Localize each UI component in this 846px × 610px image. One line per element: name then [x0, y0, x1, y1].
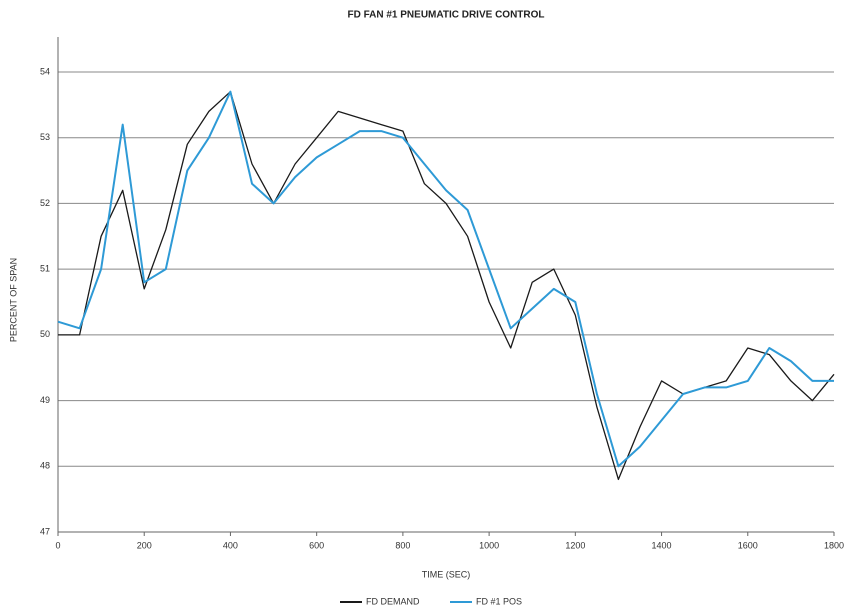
y-tick-label: 52	[40, 198, 50, 208]
y-tick-label: 49	[40, 395, 50, 405]
x-tick-label: 800	[395, 540, 410, 550]
y-tick-label: 48	[40, 461, 50, 471]
data-line	[57, 90, 834, 468]
x-tick-label: 200	[137, 540, 152, 550]
y-tick-label: 51	[40, 264, 50, 274]
x-tick-label: 400	[223, 540, 238, 550]
data-line	[58, 91, 835, 481]
x-tick-label: 600	[309, 540, 324, 550]
x-axis-label: TIME (SEC)	[422, 569, 471, 579]
y-tick-label: 50	[40, 329, 50, 339]
x-tick-label: 1200	[565, 540, 585, 550]
legend-label: FD #1 POS	[476, 596, 522, 606]
y-axis-label: PERCENT OF SPAN	[8, 258, 18, 342]
y-tick-label: 47	[40, 526, 50, 536]
x-tick-label: 1600	[738, 540, 758, 550]
y-tick-label: 53	[40, 132, 50, 142]
x-tick-label: 1400	[652, 540, 672, 550]
chart-title: FD FAN #1 PNEUMATIC DRIVE CONTROL	[347, 10, 544, 21]
x-tick-label: 1000	[479, 540, 499, 550]
y-tick-label: 54	[40, 66, 50, 76]
legend-label: FD DEMAND	[366, 596, 420, 606]
x-tick-label: 0	[55, 540, 60, 550]
x-tick-label: 1800	[824, 540, 844, 550]
